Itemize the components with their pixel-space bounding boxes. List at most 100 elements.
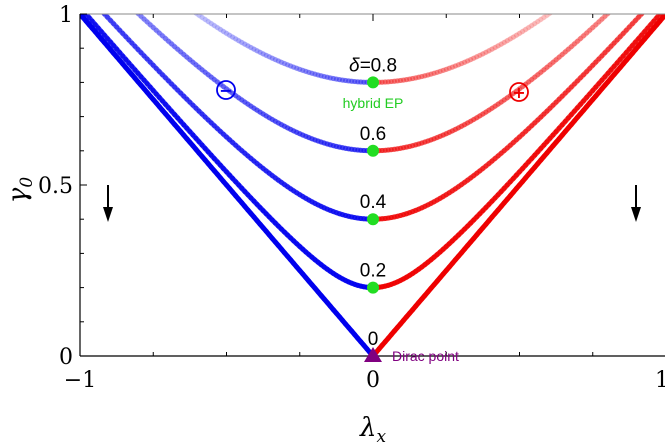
curve-segment-delta-0.4 <box>89 0 92 1</box>
curve-segment-delta-0.6 <box>285 125 294 132</box>
curve-segment-delta-0.8 <box>562 2 565 4</box>
curve-segment-delta-0.6 <box>135 14 144 19</box>
curve-segment-delta-0.8 <box>495 41 504 49</box>
curve-segment-delta-0.8 <box>242 41 251 49</box>
curve-segment-delta-0.6 <box>517 84 526 92</box>
curve-segment-delta-0.8 <box>214 25 223 33</box>
curve-segment-delta-0.8 <box>288 63 297 70</box>
curve-segment-delta-0.6 <box>242 99 251 107</box>
curve-segment-delta-0.6 <box>501 95 510 103</box>
curve-segment-delta-0.6 <box>172 44 181 52</box>
curve-segment-delta-0.6 <box>431 135 440 142</box>
curve-segment-delta-0.6 <box>245 101 254 109</box>
curve-segment-delta-0.6 <box>233 93 242 101</box>
curve-segment-delta-0.6 <box>132 8 135 11</box>
curve-segment-delta-0.6 <box>526 77 535 85</box>
curve-segment-delta-0.8 <box>199 14 208 22</box>
curve-segment-delta-0.6 <box>193 62 202 70</box>
curve-segment-delta-0.6 <box>437 132 446 139</box>
curve-segment-delta-0.8 <box>230 34 239 42</box>
curve-segment-delta-0.8 <box>236 38 245 45</box>
curve-segment-delta-0.8 <box>196 14 205 20</box>
curve-segment-delta-0.8 <box>263 52 272 60</box>
curve-segment-delta-0.8 <box>278 59 287 67</box>
curve-label-delta-0.4: 0.4 <box>360 192 387 213</box>
curve-segment-delta-0.6 <box>150 25 159 33</box>
curve-segment-delta-0.6 <box>462 120 471 128</box>
curve-segment-delta-0.8 <box>483 48 492 55</box>
curve-segment-delta-0.6 <box>303 133 312 141</box>
curve-segment-delta-0.6 <box>134 14 141 16</box>
delta-value: 0.2 <box>360 261 386 282</box>
curve-segment-delta-0.8 <box>410 75 419 82</box>
curve-segment-delta-0.4 <box>645 7 648 10</box>
curve-segment-delta-0.8 <box>257 49 266 57</box>
curve-segment-delta-0.8 <box>501 38 510 45</box>
curve-segment-delta-0.6 <box>162 36 172 44</box>
curve-segment-delta-0.2 <box>74 0 77 3</box>
curve-segment-delta-0.6 <box>434 133 443 141</box>
curve-segment-delta-0.6 <box>327 142 336 149</box>
x-axis-title-main: λ <box>359 413 376 443</box>
curve-segment-delta-0.8 <box>333 76 342 83</box>
curve-segment-delta-0.6 <box>550 57 559 65</box>
curve-segment-delta-0.8 <box>260 51 269 58</box>
curve-segment-delta-0.8 <box>211 23 220 31</box>
ep-marker-delta-0.8 <box>367 76 379 89</box>
curve-segment-delta-0.8 <box>428 70 437 77</box>
curve-segment-delta-0.6 <box>187 57 196 65</box>
curve-segment-delta-0.8 <box>556 7 559 9</box>
curve-segment-delta-0.8 <box>187 7 190 9</box>
curve-segment-delta-0.6 <box>184 54 193 63</box>
curve-segment-delta-0.6 <box>147 22 156 31</box>
curve-segment-delta-0.8 <box>248 45 257 52</box>
curve-segment-delta-0.6 <box>425 137 434 144</box>
curve-segment-delta-0.6 <box>397 145 407 151</box>
curve-segment-delta-0.6 <box>407 143 416 149</box>
curve-segment-delta-0.8 <box>565 0 568 2</box>
curve-segment-delta-0.6 <box>300 132 309 139</box>
curve-segment-delta-0.6 <box>581 30 590 39</box>
curve-segment-delta-0.6 <box>202 69 211 78</box>
curve-segment-delta-0.6 <box>294 129 303 137</box>
curve-label-delta-0: 0 <box>368 329 379 350</box>
curve-segment-delta-0 <box>74 7 77 11</box>
curve-segment-delta-0.8 <box>443 65 452 72</box>
curve-segment-delta-0.8 <box>202 16 211 25</box>
curve-segment-delta-0.6 <box>251 105 260 113</box>
plus-sign-icon: + <box>512 83 525 102</box>
curve-segment-delta-0.4 <box>95 4 98 7</box>
curve-segment-delta-0.8 <box>480 49 489 57</box>
curve-segment-delta-0.6 <box>208 74 217 83</box>
curve-segment-delta-0.6 <box>611 8 614 11</box>
curve-segment-delta-0.6 <box>269 117 278 124</box>
y-tick-label: 0.5 <box>38 174 73 199</box>
curve-segment-delta-0.8 <box>303 68 312 75</box>
curve-segment-delta-0.6 <box>321 140 330 147</box>
delta-value: 0.6 <box>360 124 386 145</box>
curve-segment-delta-0.6 <box>455 123 465 131</box>
curve-label-delta-0.2: 0.2 <box>360 261 386 282</box>
curve-segment-delta-0.8 <box>220 28 229 36</box>
curve-segment-delta-0.6 <box>217 81 226 90</box>
curve-segment-delta-0.6 <box>419 139 428 146</box>
curve-segment-delta-0.8 <box>224 30 233 38</box>
curve-segment-delta-0.8 <box>517 28 526 36</box>
curve-segment-delta-0.6 <box>275 120 284 128</box>
curve-segment-delta-0.6 <box>532 72 541 80</box>
curve-segment-delta-0.6 <box>483 107 492 115</box>
curve-segment-delta-0.8 <box>547 14 554 16</box>
curve-segment-delta-0.8 <box>513 30 522 38</box>
curve-segment-delta-0.6 <box>410 142 419 149</box>
curve-segment-delta-0.8 <box>462 58 471 65</box>
curve-segment-delta-0.6 <box>571 38 580 47</box>
curve-segment-delta-0.8 <box>330 76 339 82</box>
curve-segment-delta-0.6 <box>486 105 495 113</box>
curve-segment-delta-0.6 <box>568 41 577 50</box>
curve-segment-delta-0.6 <box>169 41 178 50</box>
curve-segment-delta-0.8 <box>446 64 455 71</box>
curve-segment-delta-0.8 <box>422 72 431 79</box>
curve-segment-delta-0.6 <box>196 64 205 73</box>
curve-segment-delta-0.6 <box>291 128 300 135</box>
